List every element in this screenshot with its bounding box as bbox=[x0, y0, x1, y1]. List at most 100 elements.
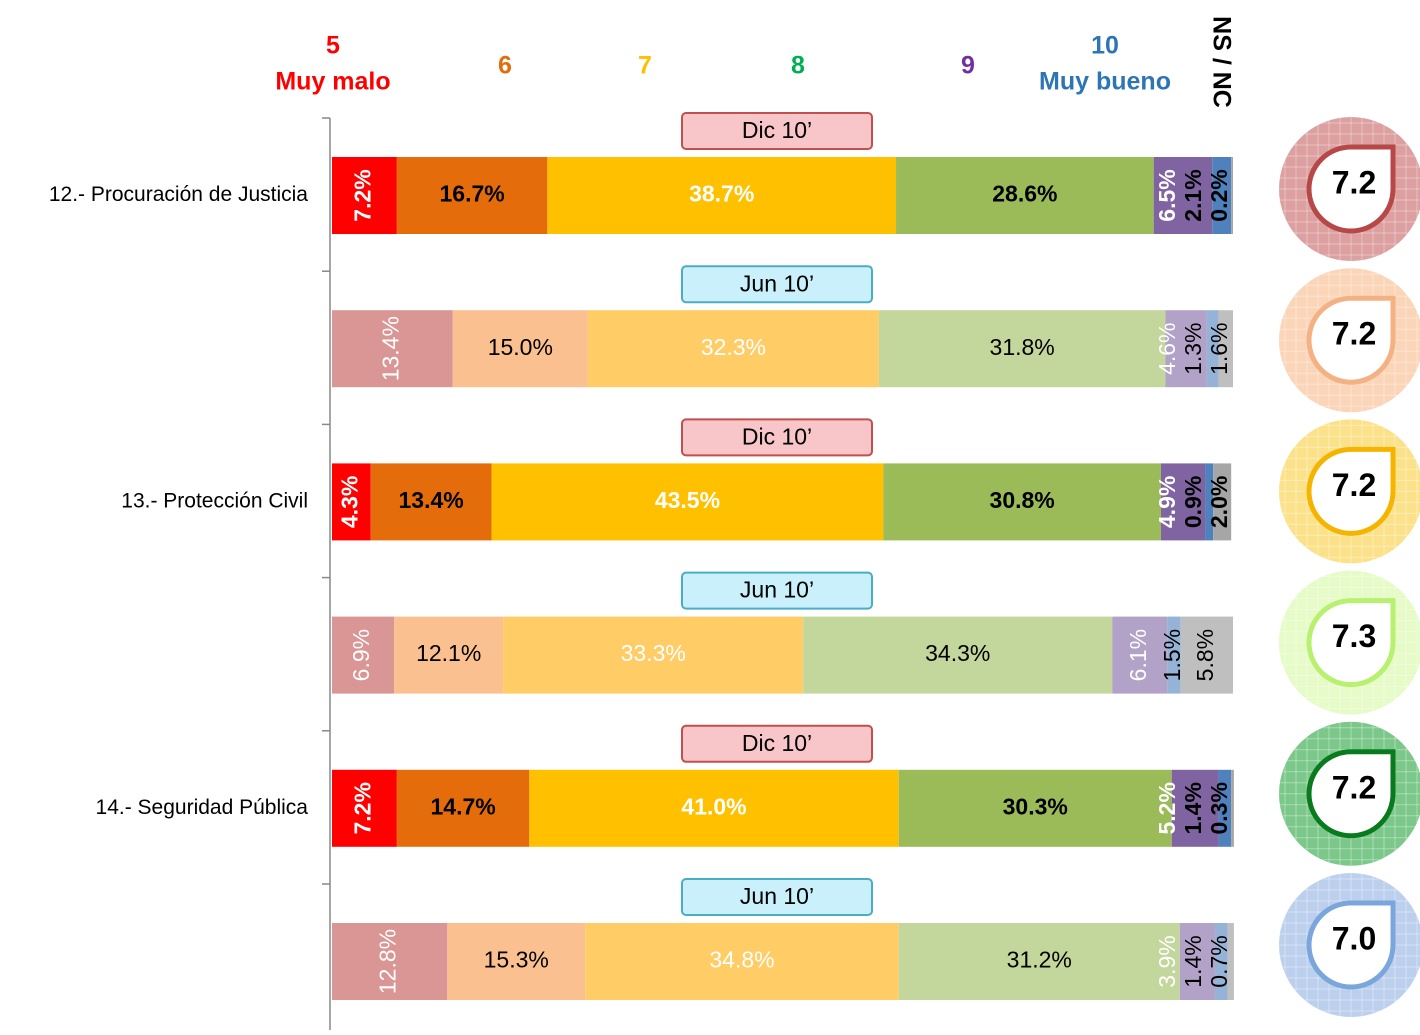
value-label: 2.0% bbox=[1206, 476, 1232, 528]
period-box bbox=[681, 571, 873, 610]
score-drop bbox=[1306, 446, 1396, 536]
value-label: 15.3% bbox=[484, 947, 549, 973]
bar-segment bbox=[1206, 310, 1219, 388]
bar-segment bbox=[1214, 923, 1228, 1000]
value-label: 4.9% bbox=[1154, 476, 1180, 528]
score-drop bbox=[1306, 144, 1396, 234]
value-label: 3.9% bbox=[1154, 935, 1180, 987]
value-label: 43.5% bbox=[655, 487, 720, 513]
value-label: 5.8% bbox=[1192, 629, 1218, 681]
bar-segment bbox=[1153, 157, 1213, 234]
value-label: 7.2% bbox=[350, 169, 376, 221]
value-label: 2.1% bbox=[1180, 169, 1206, 221]
bar-segment bbox=[547, 157, 897, 234]
period-box bbox=[681, 878, 873, 916]
bar-segment bbox=[332, 463, 371, 541]
period-label: Jun 10’ bbox=[740, 270, 814, 296]
value-label: 34.3% bbox=[925, 640, 990, 666]
group-label: 12.- Procuración de Justicia bbox=[49, 183, 308, 206]
bar-segment bbox=[1160, 463, 1206, 541]
bar-segment bbox=[1179, 923, 1215, 1000]
value-label: 0.3% bbox=[1206, 782, 1232, 834]
period-label: Dic 10’ bbox=[742, 730, 812, 756]
legend-label: 8 bbox=[791, 52, 805, 80]
value-label: 32.3% bbox=[701, 334, 766, 360]
bar-segment bbox=[1180, 616, 1233, 694]
value-label: 31.2% bbox=[1007, 947, 1072, 973]
score-drop bbox=[1306, 900, 1396, 990]
bar-segment bbox=[587, 310, 879, 388]
bar-segment bbox=[447, 923, 586, 1000]
bar-segment bbox=[491, 463, 884, 541]
value-label: 30.8% bbox=[990, 487, 1055, 513]
bar-segment bbox=[898, 923, 1180, 1000]
bar-segment bbox=[332, 923, 448, 1000]
legend-sublabel: Muy malo bbox=[275, 68, 390, 96]
legend-label: 6 bbox=[498, 52, 512, 80]
bar-segment bbox=[1227, 923, 1234, 1000]
bar-segment bbox=[1212, 157, 1232, 234]
bar-segment bbox=[394, 616, 504, 694]
period-label: Dic 10’ bbox=[742, 423, 812, 449]
bar-segment bbox=[452, 310, 588, 388]
value-label: 7.2% bbox=[350, 782, 376, 834]
legend-label: NS / NC bbox=[1207, 16, 1235, 108]
period-label: Jun 10’ bbox=[740, 577, 814, 603]
period-label: Jun 10’ bbox=[740, 883, 814, 909]
value-label: 1.3% bbox=[1180, 322, 1206, 374]
score-drop bbox=[1306, 598, 1396, 688]
value-label: 16.7% bbox=[439, 181, 504, 207]
value-label: 0.9% bbox=[1180, 476, 1206, 528]
bar-segment bbox=[370, 463, 492, 541]
legend-label: 5 bbox=[326, 32, 340, 60]
value-label: 13.4% bbox=[377, 316, 403, 381]
group-label: 14.- Seguridad Pública bbox=[96, 796, 309, 819]
bar-segment bbox=[332, 310, 453, 388]
value-label: 12.8% bbox=[375, 929, 401, 994]
value-label: 1.4% bbox=[1180, 782, 1206, 834]
score-label: 7.2 bbox=[1332, 316, 1376, 352]
score-drop bbox=[1306, 295, 1396, 385]
value-label: 1.6% bbox=[1206, 322, 1232, 374]
value-label: 4.3% bbox=[336, 476, 362, 528]
score-label: 7.0 bbox=[1332, 920, 1376, 956]
value-label: 14.7% bbox=[430, 793, 495, 819]
bar-segment bbox=[1112, 616, 1168, 694]
bar-segment bbox=[1205, 463, 1214, 541]
value-label: 0.2% bbox=[1206, 169, 1232, 221]
bar-segment bbox=[503, 616, 804, 694]
bar-segment bbox=[1213, 463, 1232, 541]
value-label: 41.0% bbox=[681, 793, 746, 819]
bar-segment bbox=[1231, 157, 1233, 234]
score-label: 7.2 bbox=[1332, 467, 1376, 503]
value-label: 0.7% bbox=[1206, 935, 1232, 987]
value-label: 13.4% bbox=[399, 487, 464, 513]
period-box bbox=[681, 724, 873, 763]
value-label: 28.6% bbox=[992, 181, 1057, 207]
score-label: 7.2 bbox=[1332, 769, 1376, 805]
value-label: 30.3% bbox=[1003, 793, 1068, 819]
group-label: 13.- Protección Civil bbox=[121, 489, 308, 512]
bar-segment bbox=[898, 769, 1172, 847]
score-label: 7.2 bbox=[1332, 164, 1376, 200]
period-box bbox=[681, 265, 873, 304]
bar-segment bbox=[1218, 310, 1233, 388]
bar-segment bbox=[396, 157, 548, 234]
bar-segment bbox=[1165, 310, 1207, 388]
bar-segment bbox=[1171, 769, 1219, 847]
bar-segment bbox=[1218, 769, 1232, 847]
value-label: 6.1% bbox=[1125, 629, 1151, 681]
value-label: 12.1% bbox=[416, 640, 481, 666]
bar-segment bbox=[332, 157, 397, 234]
value-label: 38.7% bbox=[689, 181, 754, 207]
value-label: 4.6% bbox=[1154, 322, 1180, 374]
period-label: Dic 10’ bbox=[742, 117, 812, 143]
value-label: 34.8% bbox=[709, 947, 774, 973]
bar-segment bbox=[396, 769, 530, 847]
bar-segment bbox=[883, 463, 1161, 541]
bar-segment bbox=[1167, 616, 1181, 694]
bar-segment bbox=[332, 769, 397, 847]
bar-segment bbox=[803, 616, 1113, 694]
legend-label: 7 bbox=[638, 52, 652, 80]
